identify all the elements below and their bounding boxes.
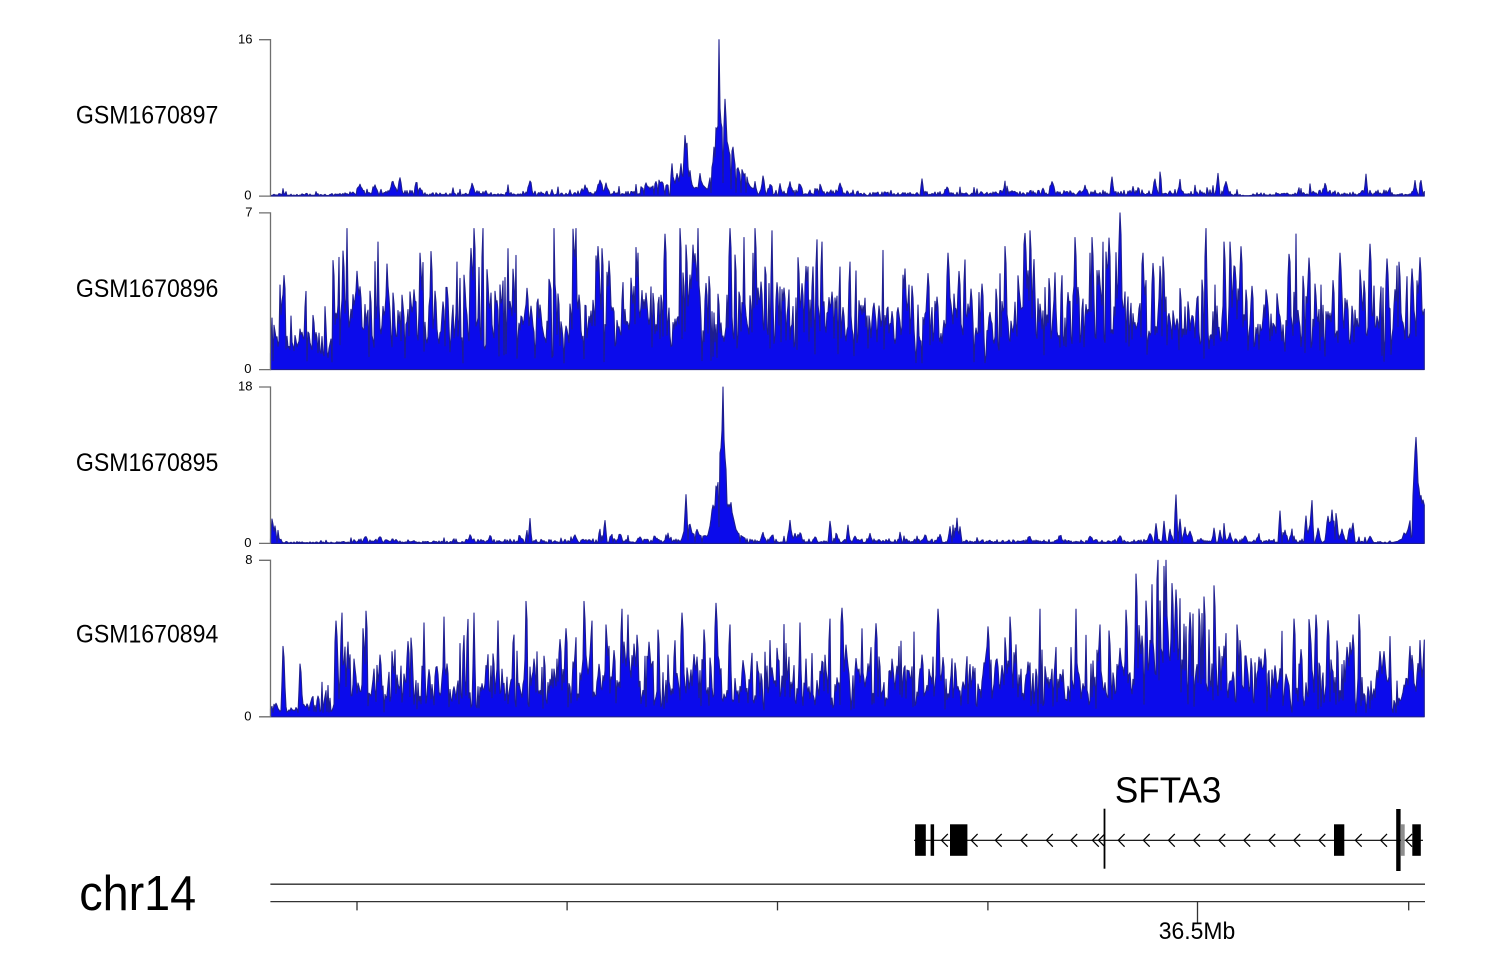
- svg-text:8: 8: [245, 552, 252, 567]
- svg-text:18: 18: [238, 379, 252, 394]
- svg-text:GSM1670897: GSM1670897: [76, 102, 218, 130]
- svg-text:16: 16: [238, 31, 252, 46]
- svg-text:SFTA3: SFTA3: [1115, 769, 1222, 810]
- svg-text:36.5Mb: 36.5Mb: [1159, 918, 1236, 945]
- svg-text:0: 0: [244, 361, 251, 376]
- svg-text:7: 7: [245, 205, 252, 220]
- svg-text:GSM1670895: GSM1670895: [76, 449, 218, 477]
- svg-text:0: 0: [244, 535, 251, 550]
- svg-text:0: 0: [244, 708, 251, 723]
- svg-text:chr14: chr14: [79, 867, 196, 921]
- svg-text:GSM1670896: GSM1670896: [76, 275, 218, 303]
- svg-text:GSM1670894: GSM1670894: [76, 621, 218, 649]
- svg-text:0: 0: [244, 188, 251, 203]
